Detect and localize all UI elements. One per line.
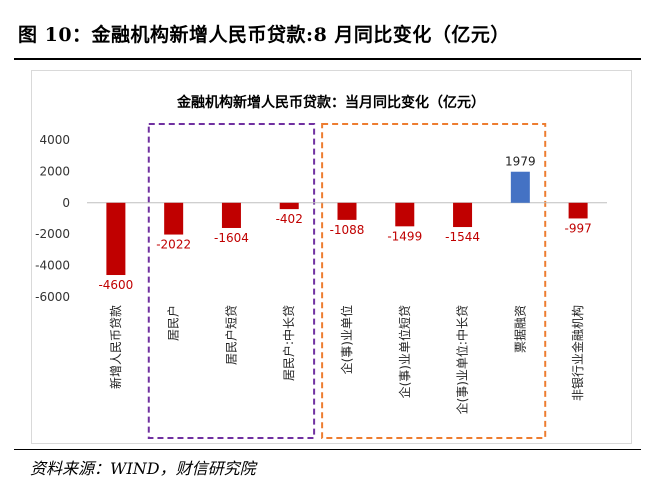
category-label-1: 居民户	[166, 305, 181, 341]
data-label-6: -1544	[445, 230, 480, 244]
group-box-enterprise	[321, 123, 547, 439]
data-label-1: -2022	[156, 238, 191, 252]
y-tick-label: -2000	[35, 227, 70, 241]
source-rule	[14, 449, 641, 450]
category-label-8: 非银行业金融机构	[570, 305, 585, 401]
data-label-7: 1979	[505, 155, 536, 169]
bar-3	[279, 202, 299, 210]
bar-0	[106, 202, 126, 276]
category-label-5: 企(事)业单位短贷	[397, 305, 412, 398]
data-label-3: -402	[276, 212, 303, 226]
category-label-3: 居民户:中长贷	[281, 305, 296, 381]
category-label-7: 票据融资	[513, 305, 527, 353]
bar-7	[510, 171, 530, 203]
bar-5	[395, 202, 415, 227]
bar-4	[337, 202, 357, 220]
bar-6	[453, 202, 473, 228]
bar-1	[164, 202, 184, 235]
category-label-6: 企(事)业单位:中长贷	[455, 305, 470, 414]
figure-title: 图 10：金融机构新增人民币贷款:8 月同比变化（亿元）	[18, 24, 510, 46]
y-tick-label: 4000	[39, 133, 70, 147]
y-tick-label: -4000	[35, 259, 70, 273]
data-label-2: -1604	[214, 231, 249, 245]
chart-title: 金融机构新增人民币贷款：当月同比变化（亿元）	[176, 94, 485, 111]
y-tick-label: 2000	[39, 164, 70, 178]
data-label-8: -997	[564, 221, 591, 235]
y-tick-label: 0	[62, 196, 70, 210]
bar-8	[568, 202, 588, 219]
source-note: 资料来源：WIND，财信研究院	[30, 459, 256, 478]
y-tick-label: -6000	[35, 290, 70, 304]
category-label-2: 居民户短贷	[223, 305, 238, 365]
category-label-0: 新增人民币贷款	[108, 305, 123, 389]
data-label-4: -1088	[330, 223, 365, 237]
chart-frame: 金融机构新增人民币贷款：当月同比变化（亿元） 4000 2000 0 -2000 -400…	[31, 70, 632, 444]
bar-2	[221, 202, 241, 228]
data-label-5: -1499	[387, 229, 422, 243]
group-box-household	[147, 123, 316, 439]
title-rule	[14, 58, 641, 60]
bar-chart: 金融机构新增人民币贷款：当月同比变化（亿元） 4000 2000 0 -2000 -400…	[35, 94, 607, 439]
data-label-0: -4600	[98, 278, 133, 292]
category-label-4: 企(事)业单位	[339, 305, 354, 374]
